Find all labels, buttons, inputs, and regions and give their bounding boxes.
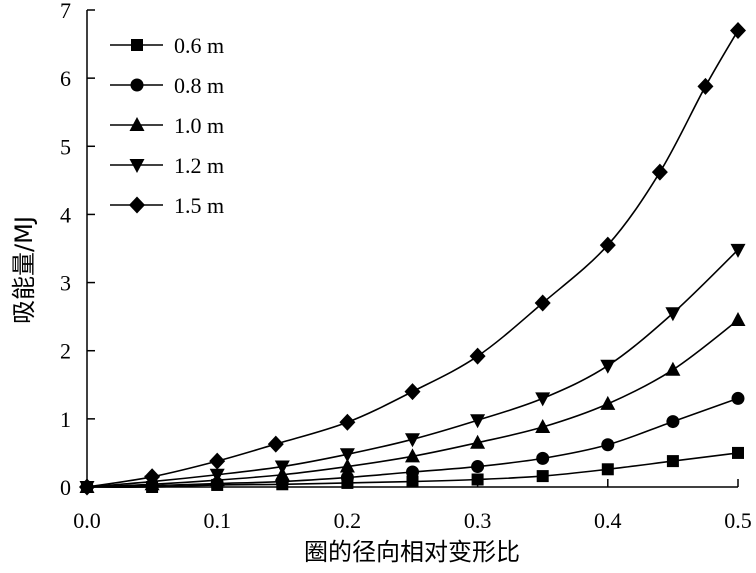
data-point-1: [536, 451, 550, 465]
data-point-4: [469, 347, 486, 365]
legend-marker: [130, 78, 144, 92]
data-point-3: [470, 414, 486, 429]
data-point-0: [406, 475, 419, 488]
data-point-4: [534, 294, 551, 312]
series-line-4: [86, 30, 739, 488]
y-tick-label: 5: [60, 134, 71, 159]
data-point-4: [599, 236, 616, 254]
x-tick-label: 0.5: [724, 508, 752, 533]
legend-label: 0.8 m: [174, 73, 224, 98]
data-point-3: [274, 460, 290, 475]
legend-marker: [129, 117, 145, 131]
data-point-2: [600, 395, 616, 410]
data-point-4: [651, 163, 668, 181]
y-tick-label: 4: [60, 202, 71, 227]
data-point-0: [732, 446, 744, 459]
data-point-4: [697, 77, 714, 95]
data-point-3: [665, 307, 681, 322]
data-point-1: [471, 460, 485, 474]
y-tick-label: 7: [60, 0, 71, 23]
legend: 0.6 m 0.8 m 1.0 m 1.2 m 1.5 m: [110, 33, 224, 218]
legend-marker: [129, 196, 145, 214]
data-point-4: [79, 478, 95, 496]
legend-marker: [129, 159, 145, 173]
data-point-2: [405, 448, 420, 463]
y-tick-label: 6: [60, 66, 71, 91]
y-tick-label: 3: [60, 271, 71, 296]
data-point-3: [600, 359, 616, 374]
data-point-4: [404, 383, 421, 401]
y-tick-label: 2: [60, 339, 71, 364]
data-point-3: [209, 468, 225, 483]
data-point-4: [209, 452, 226, 470]
data-point-2: [339, 458, 355, 473]
data-point-2: [665, 361, 681, 376]
data-point-2: [470, 434, 486, 449]
legend-label: 1.0 m: [174, 113, 224, 138]
x-tick-label: 0.1: [203, 508, 231, 533]
x-tick-label: 0.4: [594, 508, 622, 533]
y-axis-title: 吸能量/MJ: [10, 216, 38, 324]
legend-label: 1.2 m: [174, 153, 224, 178]
data-point-1: [406, 465, 419, 479]
data-point-1: [666, 415, 680, 429]
data-point-4: [730, 21, 746, 39]
data-point-1: [601, 438, 615, 452]
x-tick-label: 0.0: [73, 508, 101, 533]
x-axis-title: 圈的径向相对变形比: [304, 538, 520, 566]
x-tick-label: 0.3: [464, 508, 492, 533]
data-point-4: [267, 435, 284, 453]
y-tick-label: 1: [60, 407, 71, 432]
data-point-1: [731, 391, 745, 405]
data-point-3: [339, 448, 355, 463]
data-point-1: [340, 470, 354, 484]
data-point-3: [405, 433, 420, 448]
data-point-4: [339, 413, 356, 431]
axes: 0.0 0.1 0.2 0.3 0.4 0.5 0 1 2 3 4 5 6 7: [60, 0, 752, 533]
data-point-0: [601, 463, 614, 476]
data-point-0: [536, 470, 549, 483]
legend-marker: [131, 39, 143, 51]
x-tick-label: 0.2: [334, 508, 362, 533]
data-point-4: [144, 468, 161, 486]
series-markers: [79, 21, 746, 496]
data-point-2: [535, 419, 551, 434]
series-curves: [86, 30, 739, 488]
data-point-3: [535, 392, 551, 407]
legend-label: 0.6 m: [174, 33, 224, 58]
data-point-3: [730, 243, 746, 258]
data-point-2: [730, 312, 746, 327]
data-point-0: [471, 473, 484, 486]
legend-label: 1.5 m: [174, 193, 224, 218]
y-tick-label: 0: [60, 475, 71, 500]
data-point-0: [666, 455, 679, 468]
